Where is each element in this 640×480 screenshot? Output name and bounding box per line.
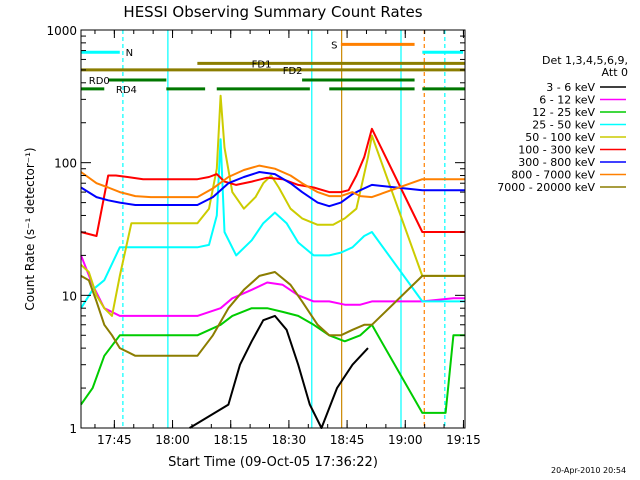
y-axis-label: Count Rate (s⁻¹ detector⁻¹) <box>23 147 37 310</box>
y-tick-label: 10 <box>62 289 77 303</box>
flag-label: FD2 <box>283 66 303 77</box>
legend-header: Det 1,3,4,5,6,9, <box>542 54 628 67</box>
series-line <box>80 171 465 208</box>
y-tick-label: 100 <box>54 157 77 171</box>
legend-entry-label: 800 - 7000 keV <box>511 169 595 182</box>
legend-entry-label: 3 - 6 keV <box>546 81 595 94</box>
legend-entry-label: 12 - 25 keV <box>532 106 595 119</box>
x-tick-label: 17:45 <box>97 433 132 447</box>
series-line <box>80 127 465 237</box>
generation-timestamp: 20-Apr-2010 20:54 <box>551 466 627 475</box>
series-line <box>80 271 465 357</box>
series-line <box>80 164 465 199</box>
legend-entry-label: 7000 - 20000 keV <box>497 181 595 194</box>
legend-entry-label: 6 - 12 keV <box>539 94 595 107</box>
x-tick-label: 19:00 <box>388 433 423 447</box>
legend-entry-label: 300 - 800 keV <box>518 156 595 169</box>
y-tick-label: 1 <box>69 422 77 436</box>
x-tick-label: 18:00 <box>155 433 190 447</box>
legend-entry-label: 25 - 50 keV <box>532 119 595 132</box>
y-tick-label: 1000 <box>46 24 77 38</box>
plot-frame <box>80 29 466 429</box>
x-tick-label: 18:30 <box>272 433 307 447</box>
series-line <box>80 138 465 309</box>
legend-entry-label: 50 - 100 keV <box>525 131 595 144</box>
series-line <box>80 255 465 317</box>
flag-label: FD1 <box>252 59 272 70</box>
x-axis-label: Start Time (09-Oct-05 17:36:22) <box>168 455 378 470</box>
x-tick-label: 19:15 <box>446 433 481 447</box>
series-line <box>80 307 465 414</box>
x-tick-label: 18:15 <box>213 433 248 447</box>
series-line <box>80 94 465 317</box>
chart-title: HESSI Observing Summary Count Rates <box>123 3 422 21</box>
legend-entry-label: 100 - 300 keV <box>518 144 595 157</box>
legend-header: Att 0 <box>602 66 628 79</box>
flag-label: S <box>331 40 337 51</box>
flag-label: N <box>126 48 133 59</box>
x-tick-label: 18:45 <box>330 433 365 447</box>
flag-label: RD4 <box>116 85 137 96</box>
flag-label: RD0 <box>89 76 110 87</box>
series-line <box>189 314 369 429</box>
